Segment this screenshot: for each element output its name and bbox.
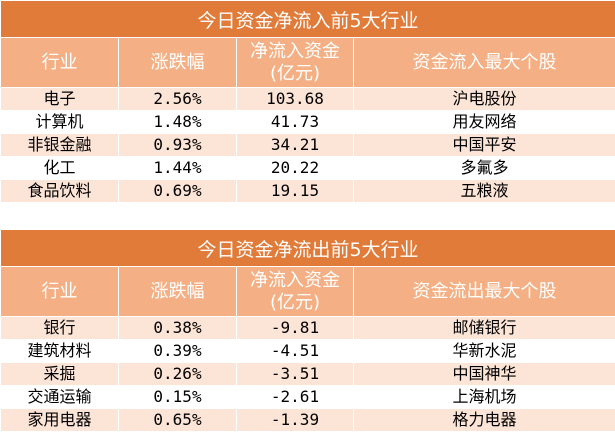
netflow-cell: 41.73 — [236, 110, 354, 134]
change-cell: 0.93% — [118, 133, 237, 157]
top-stock-cell: 中国平安 — [352, 133, 615, 157]
table-row: 食品饮料 0.69% 19.15 五粮液 — [0, 179, 615, 203]
col-header-top-stock: 资金流入最大个股 — [352, 37, 615, 88]
col-header-netflow: 净流入资金 (亿元) — [236, 37, 354, 88]
change-cell: 0.15% — [118, 385, 237, 409]
table-row: 化工 1.44% 20.22 多氟多 — [0, 156, 615, 180]
table-row: 采掘 0.26% -3.51 中国神华 — [0, 362, 615, 386]
change-cell: 0.65% — [118, 408, 237, 432]
col-header-top-stock: 资金流出最大个股 — [352, 266, 615, 317]
change-cell: 0.69% — [118, 179, 237, 203]
col-header-change: 涨跌幅 — [118, 266, 237, 317]
col-header-netflow-unit: (亿元) — [269, 62, 321, 84]
col-header-change: 涨跌幅 — [118, 37, 237, 88]
top-stock-cell: 中国神华 — [352, 362, 615, 386]
industry-cell: 银行 — [0, 316, 119, 340]
table-row: 交通运输 0.15% -2.61 上海机场 — [0, 385, 615, 409]
netflow-cell: 19.15 — [236, 179, 354, 203]
netflow-cell: 20.22 — [236, 156, 354, 180]
outflow-title: 今日资金净流出前5大行业 — [0, 229, 615, 267]
col-header-industry: 行业 — [0, 266, 119, 317]
change-cell: 1.44% — [118, 156, 237, 180]
netflow-cell: -4.51 — [236, 339, 354, 363]
netflow-cell: -9.81 — [236, 316, 354, 340]
change-cell: 0.38% — [118, 316, 237, 340]
outflow-table: 今日资金净流出前5大行业 行业 涨跌幅 净流入资金 (亿元) 资金流出最大个股 银… — [0, 229, 615, 432]
change-cell: 0.26% — [118, 362, 237, 386]
netflow-cell: 34.21 — [236, 133, 354, 157]
top-stock-cell: 格力电器 — [352, 408, 615, 432]
table-gap — [0, 216, 615, 229]
industry-cell: 交通运输 — [0, 385, 119, 409]
top-stock-cell: 用友网络 — [352, 110, 615, 134]
industry-cell: 食品饮料 — [0, 179, 119, 203]
netflow-cell: -3.51 — [236, 362, 354, 386]
top-stock-cell: 上海机场 — [352, 385, 615, 409]
top-stock-cell: 多氟多 — [352, 156, 615, 180]
top-stock-cell: 邮储银行 — [352, 316, 615, 340]
netflow-cell: 103.68 — [236, 87, 354, 111]
col-header-netflow-unit: (亿元) — [269, 291, 321, 313]
col-header-industry: 行业 — [0, 37, 119, 88]
industry-cell: 电子 — [0, 87, 119, 111]
change-cell: 0.39% — [118, 339, 237, 363]
col-header-netflow-label: 净流入资金 — [250, 40, 340, 62]
col-header-netflow: 净流入资金 (亿元) — [236, 266, 354, 317]
table-row: 银行 0.38% -9.81 邮储银行 — [0, 316, 615, 340]
industry-cell: 家用电器 — [0, 408, 119, 432]
table-row: 电子 2.56% 103.68 沪电股份 — [0, 87, 615, 111]
netflow-cell: -2.61 — [236, 385, 354, 409]
table-row: 计算机 1.48% 41.73 用友网络 — [0, 110, 615, 134]
inflow-table: 今日资金净流入前5大行业 行业 涨跌幅 净流入资金 (亿元) 资金流入最大个股 电… — [0, 0, 615, 203]
top-stock-cell: 五粮液 — [352, 179, 615, 203]
industry-cell: 化工 — [0, 156, 119, 180]
industry-cell: 建筑材料 — [0, 339, 119, 363]
top-stock-cell: 华新水泥 — [352, 339, 615, 363]
table-row: 家用电器 0.65% -1.39 格力电器 — [0, 408, 615, 432]
change-cell: 2.56% — [118, 87, 237, 111]
table-row: 非银金融 0.93% 34.21 中国平安 — [0, 133, 615, 157]
industry-cell: 计算机 — [0, 110, 119, 134]
netflow-cell: -1.39 — [236, 408, 354, 432]
industry-cell: 采掘 — [0, 362, 119, 386]
inflow-title: 今日资金净流入前5大行业 — [0, 0, 615, 38]
table-row: 建筑材料 0.39% -4.51 华新水泥 — [0, 339, 615, 363]
change-cell: 1.48% — [118, 110, 237, 134]
top-stock-cell: 沪电股份 — [352, 87, 615, 111]
col-header-netflow-label: 净流入资金 — [250, 269, 340, 291]
industry-cell: 非银金融 — [0, 133, 119, 157]
